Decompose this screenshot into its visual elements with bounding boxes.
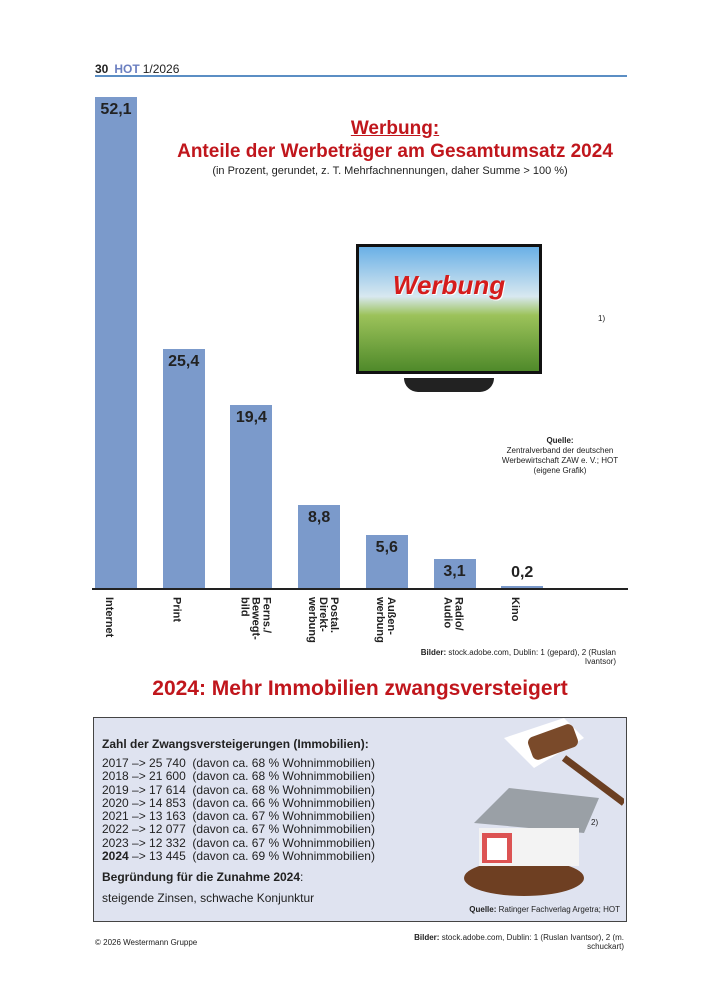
copyright: © 2026 Westermann Gruppe [95,938,198,947]
bar-4 [365,535,408,588]
x-axis [92,588,628,590]
value-label: 52,1 [100,101,132,118]
category-label: Postal. Direkt- werbung [306,597,341,643]
source-2: Quelle: Ratinger Fachverlag Argetra; HOT [469,905,620,914]
footnote-2: 2) [591,818,599,827]
stat-row: 2019 –> 17 614 (davon ca. 68 % Wohnimmob… [102,782,375,797]
page-header: 30 HOT 1/2026 [95,62,179,76]
credits-label: Bilder: [420,648,447,657]
category-label: Ferns./ Bewegt- bild [238,597,273,640]
year: 2022 [102,822,129,837]
source-text: Ratinger Fachverlag Argetra; HOT [496,905,620,914]
year: 2019 [102,782,129,797]
credits-text: stock.adobe.com, Dublin: 1 (gepard), 2 (… [446,648,616,666]
year: 2017 [102,756,129,770]
year: 2023 [102,835,129,850]
reason-title: Begründung für die Zunahme 2024: [102,870,303,884]
category-label: Kino [509,597,522,622]
tv-stand [404,378,494,392]
year: 2021 [102,809,129,824]
stat-row: 2022 –> 12 077 (davon ca. 67 % Wohnimmob… [102,823,375,836]
stat-row: 2017 –> 25 740 (davon ca. 68 % Wohnimmob… [102,756,375,770]
stat-row: 2018 –> 21 600 (davon ca. 68 % Wohnimmob… [102,770,375,783]
source-1: Quelle: Zentralverband der deutschen Werb… [495,436,625,476]
tv-word: Werbung [392,270,506,300]
category-label: Print [170,597,183,623]
row-text: –> 13 445 (davon ca. 69 % Wohnimmobilien… [128,849,375,864]
row-text: –> 17 614 (davon ca. 68 % Wohnimmobilien… [128,782,375,797]
chart-note: (in Prozent, gerundet, z. T. Mehrfachnen… [212,165,568,177]
value-label: 3,1 [443,562,466,580]
row-text: –> 13 163 (davon ca. 67 % Wohnimmobilien… [128,809,375,824]
colon: : [300,870,304,884]
chart-title: Werbung: [350,118,440,139]
value-label: 25,4 [168,352,200,370]
row-text: –> 14 853 (davon ca. 66 % Wohnimmobilien… [128,795,375,810]
value-label: 8,8 [307,509,331,527]
stat-row: 2024 –> 13 445 (davon ca. 69 % Wohnimmob… [102,849,375,864]
source-text: Zentralverband der deutschen Werbewirtsc… [501,446,619,475]
reason-text: steigende Zinsen, schwache Konjunktur [102,891,315,905]
bar-2 [230,405,273,588]
stat-row: 2023 –> 12 332 (davon ca. 67 % Wohnimmob… [102,835,375,850]
tv-image: Werbung [352,240,546,400]
source-label: Quelle: [469,905,497,914]
credits-label: Bilder: [414,933,440,942]
row-text: –> 25 740 (davon ca. 68 % Wohnimmobilien… [128,756,375,770]
image-credits-1: Bilder: stock.adobe.com, Dublin: 1 (gepa… [400,648,616,666]
stat-row: 2020 –> 14 853 (davon ca. 66 % Wohnimmob… [102,795,375,810]
header-rule [95,75,627,77]
section-title: 2024: Mehr Immobilien zwangsversteigert [152,677,568,700]
category-label: Außen- werbung [373,597,397,643]
row-text: –> 12 077 (davon ca. 67 % Wohnimmobilien… [128,822,375,837]
category-label: Internet [103,597,115,638]
bar-1 [162,348,205,588]
issue: 1/2026 [142,62,180,76]
year: 2020 [102,795,129,810]
chart-subtitle: Anteile der Werbeträger am Gesamtumsatz … [177,141,613,162]
row-text: –> 12 332 (davon ca. 67 % Wohnimmobilien… [128,835,375,850]
stat-row: 2021 –> 13 163 (davon ca. 67 % Wohnimmob… [102,810,375,823]
bar-0 [95,97,137,588]
info-box: Zahl der Zwangsversteigerungen (Immobili… [93,717,627,922]
page-number: 30 [95,62,109,76]
value-label: 19,4 [235,409,267,427]
bar-chart: 52,1 Internet 25,4 Print 19,4 Ferns./ Bewegt-… [95,97,544,643]
stats-list: 2017 –> 25 740 (davon ca. 68 % Wohnimmob… [102,756,375,864]
credits-text: stock.adobe.com, Dublin: 1 (Ruslan Ivant… [439,933,624,951]
footnote-1: 1) [598,314,606,323]
value-label: 5,6 [375,539,398,557]
reason-title-text: Begründung für die Zunahme 2024 [102,870,301,884]
bar-5 [433,558,476,588]
year: 2018 [102,769,129,784]
row-text: –> 21 600 (davon ca. 68 % Wohnimmobilien… [128,769,375,784]
value-label: 0,2 [511,564,534,581]
bar-3 [298,505,341,588]
brand: HOT [114,62,140,76]
category-label: Radio/ Audio [441,597,465,631]
gavel-house-image [464,718,624,896]
tv-screen [356,244,542,374]
image-credits-2: Bilder: stock.adobe.com, Dublin: 1 (Rusl… [380,933,624,951]
year: 2024 [102,849,129,864]
bar-6 [501,586,544,588]
source-label: Quelle: [546,436,574,445]
box-title: Zahl der Zwangsversteigerungen (Immobili… [102,737,369,751]
